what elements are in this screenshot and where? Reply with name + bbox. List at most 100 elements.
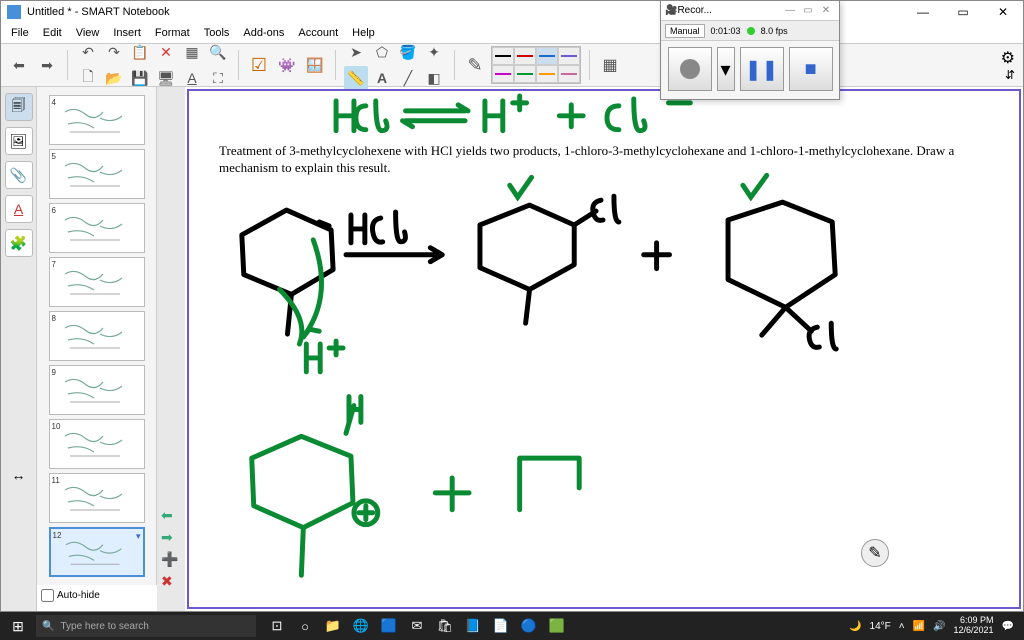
handwriting-layer bbox=[189, 91, 1019, 607]
store-icon[interactable]: 🛍 bbox=[432, 614, 458, 638]
settings-gear-icon[interactable]: ⚙ bbox=[1001, 48, 1015, 68]
shapes-tool[interactable]: ⬠ bbox=[370, 40, 394, 64]
pen-color-5[interactable] bbox=[492, 65, 514, 83]
zoom-button[interactable]: 🔍 bbox=[206, 40, 230, 64]
edge-icon[interactable]: 🌐 bbox=[348, 614, 374, 638]
window-title: Untitled * - SMART Notebook bbox=[27, 6, 1017, 18]
floating-pen-icon[interactable]: ✎ bbox=[861, 539, 889, 567]
thumbnail-page-8[interactable]: 8 bbox=[49, 311, 145, 361]
explorer-icon[interactable]: 📁 bbox=[320, 614, 346, 638]
app2-icon[interactable]: 🟩 bbox=[544, 614, 570, 638]
record-button[interactable] bbox=[668, 47, 712, 91]
thumbnail-page-7[interactable]: 7 bbox=[49, 257, 145, 307]
redo-button[interactable]: ↷ bbox=[102, 40, 126, 64]
autohide-input[interactable] bbox=[41, 589, 54, 602]
menu-addons[interactable]: Add-ons bbox=[237, 25, 290, 41]
autohide-label: Auto-hide bbox=[57, 590, 100, 601]
word-icon[interactable]: 📄 bbox=[488, 614, 514, 638]
table-button[interactable]: ▦ bbox=[180, 40, 204, 64]
menu-view[interactable]: View bbox=[70, 25, 106, 41]
pages-tab[interactable]: 🗐 bbox=[5, 93, 33, 121]
autohide-checkbox[interactable]: Auto-hide bbox=[37, 585, 157, 606]
thumbnail-page-11[interactable]: 11 bbox=[49, 473, 145, 523]
thumbnail-page-5[interactable]: 5 bbox=[49, 149, 145, 199]
pen-color-2[interactable] bbox=[514, 47, 536, 65]
thumbnail-page-4[interactable]: 4 bbox=[49, 95, 145, 145]
volume-icon[interactable]: 🔊 bbox=[933, 621, 945, 632]
cortana-icon[interactable]: ○ bbox=[292, 614, 318, 638]
pause-button[interactable]: ❚❚ bbox=[740, 47, 784, 91]
close-button[interactable]: ✕ bbox=[983, 1, 1023, 23]
undo-button[interactable]: ↶ bbox=[76, 40, 100, 64]
pen-tool[interactable]: ✎ bbox=[463, 53, 487, 77]
next-page-button[interactable]: ➡ bbox=[35, 53, 59, 77]
pen-color-6[interactable] bbox=[514, 65, 536, 83]
recorder-mode[interactable]: Manual bbox=[665, 24, 705, 38]
taskbar: ⊞ 🔍 Type here to search ⊡ ○ 📁 🌐 🟦 ✉ 🛍 📘 … bbox=[0, 612, 1024, 640]
attach-tab[interactable]: 📎 bbox=[5, 161, 33, 189]
recorder-window[interactable]: 🎥 Recor... — ▭ ✕ Manual 0:01:03 8.0 fps … bbox=[660, 0, 840, 100]
menu-account[interactable]: Account bbox=[292, 25, 344, 41]
tray-up-icon[interactable]: ˄ bbox=[899, 621, 905, 632]
recorder-titlebar[interactable]: 🎥 Recor... — ▭ ✕ bbox=[661, 1, 839, 21]
addons-tab[interactable]: 🧩 bbox=[5, 229, 33, 257]
wifi-icon[interactable]: 📶 bbox=[913, 621, 925, 632]
whiteboard-canvas[interactable]: Treatment of 3-methylcyclohexene with HC… bbox=[187, 89, 1021, 609]
task-view-icon[interactable]: ⊡ bbox=[264, 614, 290, 638]
thumbnail-page-9[interactable]: 9 bbox=[49, 365, 145, 415]
mail-icon[interactable]: ✉ bbox=[404, 614, 430, 638]
clock[interactable]: 6:09 PM 12/6/2021 bbox=[954, 616, 994, 636]
nav-del[interactable]: ✖ bbox=[161, 573, 181, 591]
pen-color-4[interactable] bbox=[558, 47, 580, 65]
resize-handle-icon[interactable]: ↔ bbox=[1, 467, 36, 483]
menu-help[interactable]: Help bbox=[346, 25, 381, 41]
recorder-status: Manual 0:01:03 8.0 fps bbox=[661, 21, 839, 41]
record-dropdown[interactable]: ▾ bbox=[717, 47, 735, 91]
chrome-icon[interactable]: 🔵 bbox=[516, 614, 542, 638]
thumbnail-page-6[interactable]: 6 bbox=[49, 203, 145, 253]
nav-right[interactable]: ➡ bbox=[161, 529, 181, 547]
pointer-tool[interactable]: ➤ bbox=[344, 40, 368, 64]
pen-color-8[interactable] bbox=[558, 65, 580, 83]
fill-tool[interactable]: 🪣 bbox=[396, 40, 420, 64]
maximize-button[interactable]: ▭ bbox=[943, 1, 983, 23]
recorder-min[interactable]: — bbox=[781, 5, 799, 16]
menu-file[interactable]: File bbox=[5, 25, 35, 41]
menu-insert[interactable]: Insert bbox=[107, 25, 147, 41]
smart-icon[interactable]: 📘 bbox=[460, 614, 486, 638]
stop-button[interactable]: ■ bbox=[789, 47, 833, 91]
window-icon[interactable]: 🪟 bbox=[303, 53, 327, 77]
grid-tool[interactable]: ▦ bbox=[598, 53, 622, 77]
menu-edit[interactable]: Edit bbox=[37, 25, 68, 41]
weather-icon[interactable]: 🌙 bbox=[849, 621, 861, 632]
pen-color-7[interactable] bbox=[536, 65, 558, 83]
app1-icon[interactable]: 🟦 bbox=[376, 614, 402, 638]
format-tab[interactable]: A bbox=[5, 195, 33, 223]
delete-button[interactable]: ✕ bbox=[154, 40, 178, 64]
recorder-close[interactable]: ✕ bbox=[817, 5, 835, 16]
nav-left[interactable]: ⬅ bbox=[161, 507, 181, 525]
search-box[interactable]: 🔍 Type here to search bbox=[36, 615, 256, 637]
gallery-tab[interactable]: 🖼 bbox=[5, 127, 33, 155]
collapse-icon[interactable]: ⇵ bbox=[1005, 68, 1015, 82]
notifications-icon[interactable]: 💬 bbox=[1002, 621, 1014, 632]
monster-icon[interactable]: 👾 bbox=[275, 53, 299, 77]
start-button[interactable]: ⊞ bbox=[4, 614, 32, 638]
pen-color-1[interactable] bbox=[492, 47, 514, 65]
menu-tools[interactable]: Tools bbox=[198, 25, 236, 41]
recorder-max[interactable]: ▭ bbox=[799, 5, 817, 16]
paste-button[interactable]: 📋 bbox=[128, 40, 152, 64]
system-tray: 🌙 14°F ˄ 📶 🔊 6:09 PM 12/6/2021 💬 bbox=[849, 616, 1020, 636]
thumbnail-page-10[interactable]: 10 bbox=[49, 419, 145, 469]
thumbnail-page-12[interactable]: 12▾ bbox=[49, 527, 145, 577]
menu-format[interactable]: Format bbox=[149, 25, 196, 41]
nav-add[interactable]: ➕ bbox=[161, 551, 181, 569]
check-button[interactable]: ☑ bbox=[247, 53, 271, 77]
prev-page-button[interactable]: ⬅ bbox=[7, 53, 31, 77]
pen-color-3[interactable] bbox=[536, 47, 558, 65]
recording-dot-icon bbox=[747, 27, 755, 35]
recorder-time: 0:01:03 bbox=[711, 26, 741, 36]
minimize-button[interactable]: — bbox=[903, 1, 943, 23]
weather-temp[interactable]: 14°F bbox=[870, 621, 891, 632]
magic-tool[interactable]: ✦ bbox=[422, 40, 446, 64]
